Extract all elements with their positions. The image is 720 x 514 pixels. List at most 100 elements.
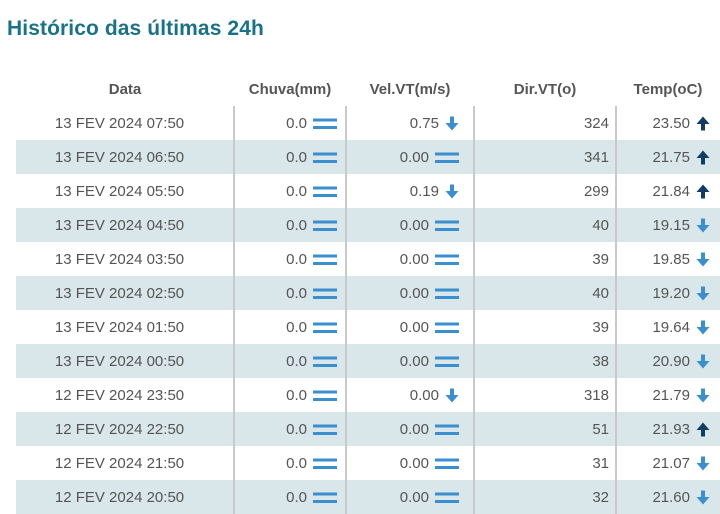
temperature-value: 19.20	[652, 284, 690, 302]
cell-rain: 0.0	[233, 344, 346, 378]
cell-temperature: 19.85	[615, 242, 720, 276]
cell-wind-speed: 0.00	[345, 276, 474, 310]
arrow-down-icon	[696, 252, 710, 267]
arrow-up-icon	[696, 150, 710, 165]
arrow-up-icon	[696, 422, 710, 437]
wind-speed-value: 0.00	[399, 148, 429, 166]
equal-icon	[435, 457, 459, 471]
cell-date: 13 FEV 2024 00:50	[16, 344, 234, 378]
table-body: 13 FEV 2024 07:50 0.0 0.75 324 23.50 13 FEV 2…	[16, 106, 720, 514]
arrow-up-icon	[696, 116, 710, 131]
arrow-down-icon	[445, 388, 459, 403]
cell-date: 13 FEV 2024 07:50	[54, 114, 185, 132]
header-row: Data Chuva(mm) Vel.VT(m/s) Dir.VT(o) Tem…	[16, 72, 720, 106]
arrow-down-icon	[696, 354, 710, 369]
table-row: 13 FEV 2024 00:50 0.0 0.00 38 20.90	[16, 344, 720, 378]
cell-wind-direction: 32	[473, 480, 616, 514]
cell-date: 13 FEV 2024 04:50	[16, 208, 234, 242]
cell-date: 13 FEV 2024 02:50	[16, 276, 234, 310]
cell-temperature: 20.90	[615, 344, 720, 378]
cell-wind-speed: 0.00	[345, 208, 474, 242]
rain-value: 0.0	[286, 420, 307, 438]
table-row: 13 FEV 2024 06:50 0.0 0.00 341 21.75	[16, 140, 720, 174]
wind-speed-value: 0.00	[399, 216, 429, 234]
equal-icon	[313, 389, 337, 403]
cell-rain: 0.0	[233, 446, 346, 480]
cell-wind-speed: 0.00	[345, 140, 474, 174]
table-header: Data Chuva(mm) Vel.VT(m/s) Dir.VT(o) Tem…	[16, 72, 720, 106]
equal-icon	[435, 355, 459, 369]
equal-icon	[313, 117, 337, 131]
cell-temperature: 21.75	[615, 140, 720, 174]
temperature-value: 21.60	[652, 488, 690, 506]
equal-icon	[435, 151, 459, 165]
page-title: Histórico das últimas 24h	[7, 17, 264, 40]
temperature-value: 23.50	[652, 114, 690, 132]
wind-speed-value: 0.00	[399, 420, 429, 438]
rain-value: 0.0	[286, 114, 307, 132]
cell-wind-speed: 0.75	[345, 106, 474, 140]
arrow-down-icon	[696, 388, 710, 403]
cell-wind-direction: 299	[473, 174, 616, 208]
rain-value: 0.0	[286, 352, 307, 370]
table-row: 12 FEV 2024 21:50 0.0 0.00 31 21.07	[16, 446, 720, 480]
temperature-value: 20.90	[652, 352, 690, 370]
cell-temperature: 19.15	[615, 208, 720, 242]
cell-rain: 0.0	[233, 208, 346, 242]
cell-wind-direction: 51	[473, 412, 616, 446]
cell-temperature: 19.20	[615, 276, 720, 310]
temperature-value: 21.07	[652, 454, 690, 472]
cell-wind-direction: 318	[473, 378, 616, 412]
cell-wind-speed: 0.00	[345, 412, 474, 446]
history-table: Data Chuva(mm) Vel.VT(m/s) Dir.VT(o) Tem…	[16, 72, 720, 514]
cell-temperature: 21.60	[615, 480, 720, 514]
cell-wind-speed: 0.00	[345, 242, 474, 276]
equal-icon	[435, 287, 459, 301]
cell-wind-speed: 0.00	[345, 310, 474, 344]
cell-wind-direction: 38	[473, 344, 616, 378]
equal-icon	[435, 491, 459, 505]
equal-icon	[313, 423, 337, 437]
table-row: 13 FEV 2024 01:50 0.0 0.00 39 19.64	[16, 310, 720, 344]
cell-date: 12 FEV 2024 22:50	[16, 412, 234, 446]
cell-wind-direction: 341	[473, 140, 616, 174]
cell-wind-direction: 31	[473, 446, 616, 480]
table-row: 13 FEV 2024 03:50 0.0 0.00 39 19.85	[16, 242, 720, 276]
table-row: 12 FEV 2024 22:50 0.0 0.00 51 21.93	[16, 412, 720, 446]
cell-rain: 0.0	[233, 140, 346, 174]
cell-date: 13 FEV 2024 01:50	[54, 318, 185, 336]
rain-value: 0.0	[286, 454, 307, 472]
equal-icon	[313, 457, 337, 471]
equal-icon	[435, 423, 459, 437]
rain-value: 0.0	[286, 488, 307, 506]
wind-speed-value: 0.00	[409, 386, 439, 404]
arrow-down-icon	[696, 456, 710, 471]
cell-wind-direction: 40	[473, 276, 616, 310]
temperature-value: 21.84	[652, 182, 690, 200]
temperature-value: 19.64	[652, 318, 690, 336]
cell-temperature: 19.64	[615, 310, 720, 344]
cell-temperature: 21.93	[615, 412, 720, 446]
table-row: 13 FEV 2024 04:50 0.0 0.00 40 19.15	[16, 208, 720, 242]
equal-icon	[313, 185, 337, 199]
temperature-value: 19.15	[652, 216, 690, 234]
cell-wind-direction: 324	[473, 106, 616, 140]
header-wind-direction: Dir.VT(o)	[474, 72, 616, 106]
cell-rain: 0.0	[233, 106, 346, 140]
cell-temperature: 21.84	[615, 174, 720, 208]
wind-speed-value: 0.00	[399, 250, 429, 268]
equal-icon	[435, 219, 459, 233]
equal-icon	[313, 253, 337, 267]
cell-rain: 0.0	[233, 480, 346, 514]
temperature-value: 21.79	[652, 386, 690, 404]
cell-rain: 0.0	[233, 412, 346, 446]
cell-rain: 0.0	[233, 378, 346, 412]
rain-value: 0.0	[286, 318, 307, 336]
wind-speed-value: 0.75	[409, 114, 439, 132]
cell-rain: 0.0	[233, 276, 346, 310]
wind-speed-value: 0.19	[409, 182, 439, 200]
arrow-down-icon	[445, 116, 459, 131]
arrow-down-icon	[445, 184, 459, 199]
cell-wind-direction: 40	[473, 208, 616, 242]
rain-value: 0.0	[286, 182, 307, 200]
